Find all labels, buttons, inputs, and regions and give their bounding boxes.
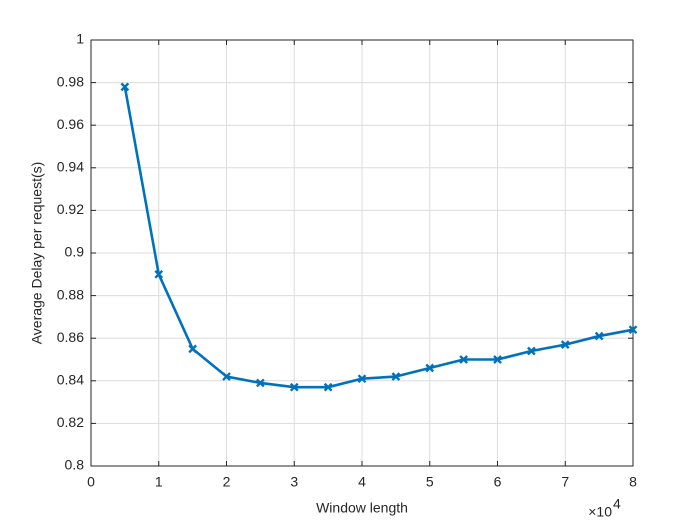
data-marker — [459, 355, 468, 364]
data-line — [123, 86, 634, 389]
x-multiplier: ×10 — [588, 504, 612, 520]
x-tick-label: 2 — [223, 474, 231, 490]
y-axis-label: Average Delay per request(s) — [29, 162, 45, 345]
data-marker — [154, 269, 164, 279]
x-tick-label: 4 — [358, 474, 366, 490]
y-tick-label: 0.8 — [65, 457, 85, 473]
data-marker — [188, 344, 197, 354]
data-marker — [222, 372, 231, 381]
y-tick-label: 0.96 — [57, 116, 84, 132]
data-marker — [628, 325, 638, 335]
data-marker — [120, 82, 130, 92]
data-marker — [594, 331, 604, 341]
x-tick-label: 3 — [290, 474, 298, 490]
x-multiplier-exponent: 4 — [613, 496, 621, 512]
x-tick-label: 6 — [494, 474, 502, 490]
y-tick-label: 0.82 — [57, 414, 84, 430]
x-tick-label: 5 — [426, 474, 434, 490]
data-marker — [493, 355, 502, 364]
y-tick-label: 0.98 — [57, 73, 84, 89]
x-axis-label: Window length — [316, 500, 408, 516]
x-tick-label: 0 — [87, 474, 95, 490]
y-tick-label: 0.84 — [57, 372, 84, 388]
data-marker — [323, 382, 333, 392]
data-marker — [357, 374, 367, 384]
data-marker — [425, 363, 435, 373]
data-marker — [391, 372, 401, 381]
y-tick-label: 1 — [76, 31, 84, 47]
y-tick-label: 0.92 — [57, 201, 84, 217]
data-marker — [527, 346, 536, 356]
plot-frame — [90, 39, 634, 467]
x-tick-label: 1 — [155, 474, 163, 490]
y-tick-label: 0.9 — [65, 244, 85, 260]
x-tick-label: 8 — [629, 474, 637, 490]
x-tick-label: 7 — [561, 474, 569, 490]
data-marker — [289, 382, 299, 392]
y-tick-label: 0.94 — [57, 159, 84, 175]
y-tick-label: 0.86 — [57, 329, 84, 345]
data-marker — [256, 378, 265, 388]
data-marker — [560, 340, 570, 349]
y-tick-label: 0.88 — [57, 286, 84, 302]
